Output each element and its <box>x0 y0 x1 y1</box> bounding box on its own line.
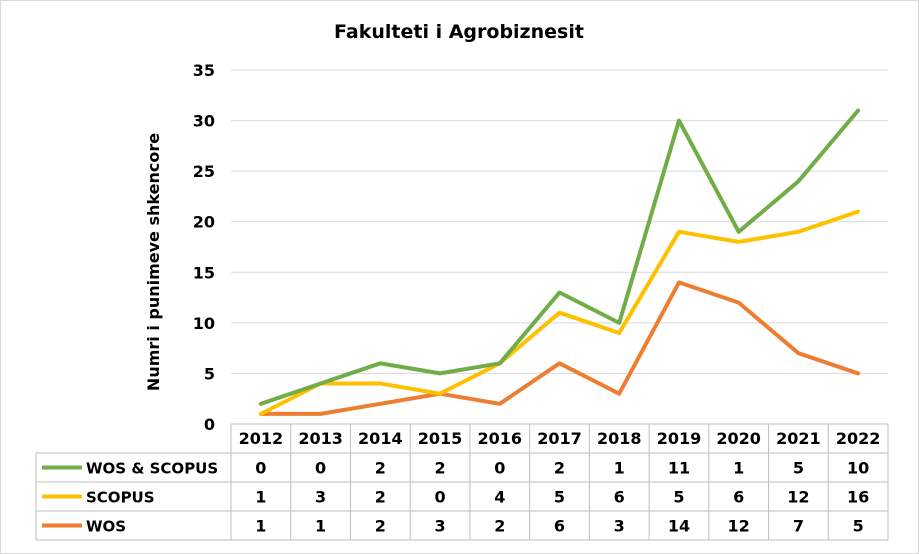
x-tick-label: 2021 <box>776 429 821 448</box>
y-tick-label: 20 <box>193 213 215 232</box>
x-tick-label: 2014 <box>358 429 403 448</box>
y-tick-label: 15 <box>193 263 215 282</box>
x-tick-label: 2018 <box>597 429 642 448</box>
y-tick-labels: 0 5 10 15 20 25 30 35 <box>193 61 215 434</box>
data-table-cell: 2 <box>434 459 445 478</box>
legend-label: SCOPUS <box>86 489 155 507</box>
data-table-cell: 2 <box>494 517 505 536</box>
y-tick-label: 5 <box>204 364 215 383</box>
data-table-cell: 4 <box>494 488 505 507</box>
series-lines <box>258 108 861 416</box>
data-table-cell: 5 <box>673 488 684 507</box>
data-table-cell: 6 <box>733 488 744 507</box>
x-tick-label: 2012 <box>239 429 284 448</box>
data-table-cell: 5 <box>853 517 864 536</box>
data-table-cell: 2 <box>375 459 386 478</box>
data-table-cell: 0 <box>315 459 326 478</box>
y-axis-label: Numri i punimeve shkencore <box>144 133 163 391</box>
x-tick-label: 2015 <box>418 429 463 448</box>
x-tick-label: 2013 <box>298 429 343 448</box>
x-tick-label: 2022 <box>836 429 881 448</box>
data-table-cell: 2 <box>375 488 386 507</box>
y-tick-label: 35 <box>193 61 215 80</box>
data-table-cell: 10 <box>847 459 869 478</box>
data-table-cell: 2 <box>375 517 386 536</box>
x-tick-label: 2019 <box>657 429 702 448</box>
series-line <box>258 209 861 416</box>
legend-label: WOS & SCOPUS <box>86 460 218 478</box>
data-table-cell: 16 <box>847 488 869 507</box>
data-table-cell: 2 <box>554 459 565 478</box>
x-tick-label: 2016 <box>478 429 523 448</box>
gridlines <box>231 69 888 374</box>
data-table-cell: 12 <box>728 517 750 536</box>
data-table-cell: 0 <box>434 488 445 507</box>
y-tick-label: 25 <box>193 162 215 181</box>
data-table-cell: 1 <box>733 459 744 478</box>
legend-label: WOS <box>86 518 126 536</box>
data-table-cell: 12 <box>787 488 809 507</box>
x-tick-label: 2017 <box>537 429 582 448</box>
data-table-cell: 1 <box>315 517 326 536</box>
data-table-cell: 14 <box>668 517 690 536</box>
data-table: 2012 2013 2014 2015 2016 2017 2018 2019 2020 2021… <box>35 423 889 541</box>
series-line <box>258 280 861 416</box>
data-table-cell: 6 <box>614 488 625 507</box>
series-line <box>258 108 861 406</box>
y-tick-label: 0 <box>204 415 215 434</box>
data-table-cell: 3 <box>614 517 625 536</box>
x-tick-label: 2020 <box>716 429 761 448</box>
data-table-cell: 5 <box>793 459 804 478</box>
data-table-cell: 1 <box>255 488 266 507</box>
data-table-cell: 7 <box>793 517 804 536</box>
data-table-cell: 6 <box>554 517 565 536</box>
data-table-cell: 11 <box>668 459 690 478</box>
y-tick-label: 30 <box>193 112 215 131</box>
data-table-cell: 3 <box>315 488 326 507</box>
data-table-cell: 5 <box>554 488 565 507</box>
y-tick-label: 10 <box>193 314 215 333</box>
data-table-cell: 0 <box>255 459 266 478</box>
data-table-cell: 3 <box>434 517 445 536</box>
data-table-cell: 0 <box>494 459 505 478</box>
chart-title: Fakulteti i Agrobiznesit <box>334 21 584 43</box>
data-table-cell: 1 <box>614 459 625 478</box>
data-table-cell: 1 <box>255 517 266 536</box>
